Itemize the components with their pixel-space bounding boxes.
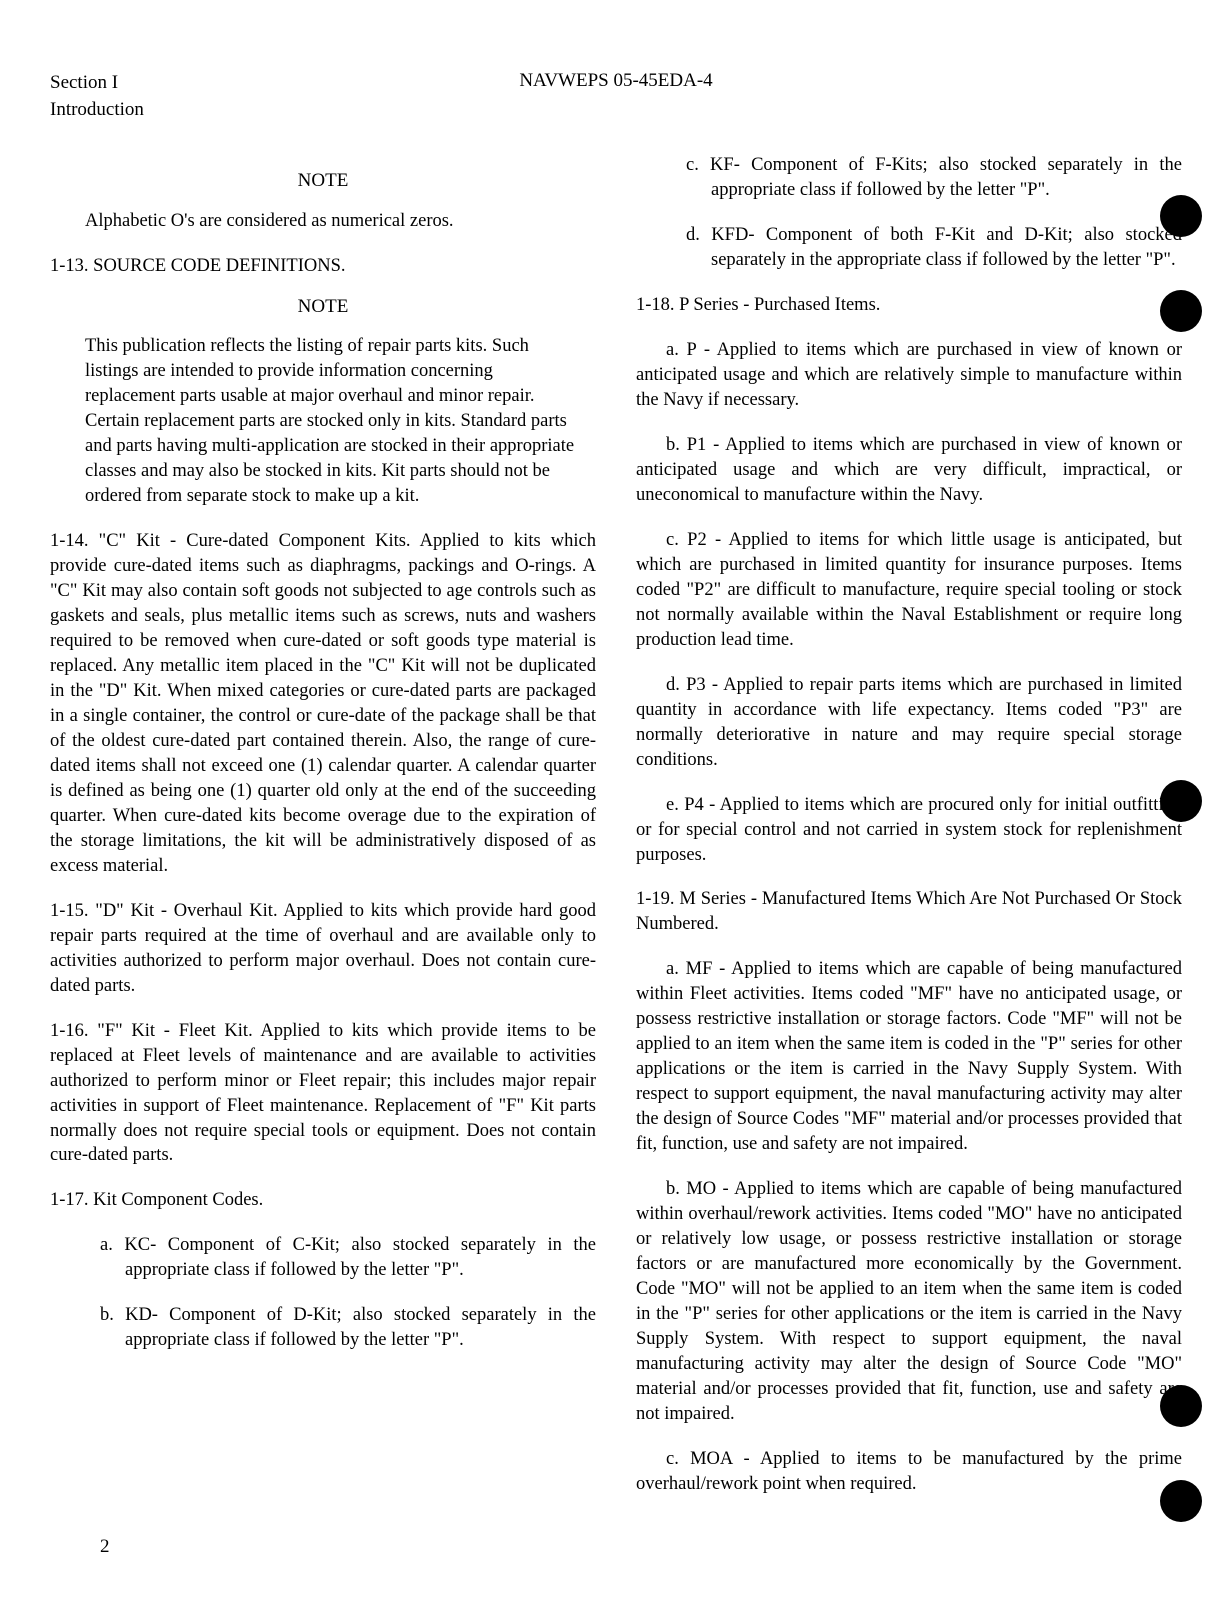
section-1-18: 1-18. P Series - Purchased Items. (636, 293, 1182, 318)
section-1-14: 1-14. "C" Kit - Cure-dated Component Kit… (50, 529, 596, 879)
section-1-15: 1-15. "D" Kit - Overhaul Kit. Applied to… (50, 899, 596, 999)
note-body-1: Alphabetic O's are considered as numeric… (85, 209, 576, 234)
punch-hole-icon (1160, 780, 1202, 822)
section-1-19: 1-19. M Series - Manufactured Items Whic… (636, 887, 1182, 937)
section-1-18-b: b. P1 - Applied to items which are purch… (636, 433, 1182, 508)
note-title-1: NOTE (50, 168, 596, 194)
section-label: Section I (50, 70, 144, 97)
section-1-18-d: d. P3 - Applied to repair parts items wh… (636, 673, 1182, 773)
punch-hole-icon (1160, 1385, 1202, 1427)
section-1-18-e: e. P4 - Applied to items which are procu… (636, 793, 1182, 868)
section-1-18-c: c. P2 - Applied to items for which littl… (636, 528, 1182, 653)
section-1-17-d: d. KFD- Component of both F-Kit and D-Ki… (661, 223, 1182, 273)
section-1-13: 1-13. SOURCE CODE DEFINITIONS. (50, 254, 596, 279)
punch-hole-icon (1160, 290, 1202, 332)
section-1-17: 1-17. Kit Component Codes. (50, 1188, 596, 1213)
note-body-2: This publication reflects the listing of… (85, 334, 576, 509)
section-1-17-c: c. KF- Component of F-Kits; also stocked… (661, 153, 1182, 203)
left-column: NOTE Alphabetic O's are considered as nu… (50, 153, 596, 1517)
right-column: c. KF- Component of F-Kits; also stocked… (636, 153, 1182, 1517)
section-1-19-b: b. MO - Applied to items which are capab… (636, 1177, 1182, 1427)
section-1-19-a: a. MF - Applied to items which are capab… (636, 957, 1182, 1157)
section-1-17-a: a. KC- Component of C-Kit; also stocked … (75, 1233, 596, 1283)
section-subtitle: Introduction (50, 97, 144, 124)
section-1-16: 1-16. "F" Kit - Fleet Kit. Applied to ki… (50, 1019, 596, 1169)
section-1-18-a: a. P - Applied to items which are purcha… (636, 338, 1182, 413)
note-title-2: NOTE (50, 294, 596, 320)
punch-hole-icon (1160, 195, 1202, 237)
punch-hole-icon (1160, 1480, 1202, 1522)
page-number: 2 (100, 1536, 110, 1558)
section-1-17-b: b. KD- Component of D-Kit; also stocked … (75, 1303, 596, 1353)
section-1-19-c: c. MOA - Applied to items to be manufact… (636, 1447, 1182, 1497)
document-id: NAVWEPS 05-45EDA-4 (519, 70, 712, 92)
